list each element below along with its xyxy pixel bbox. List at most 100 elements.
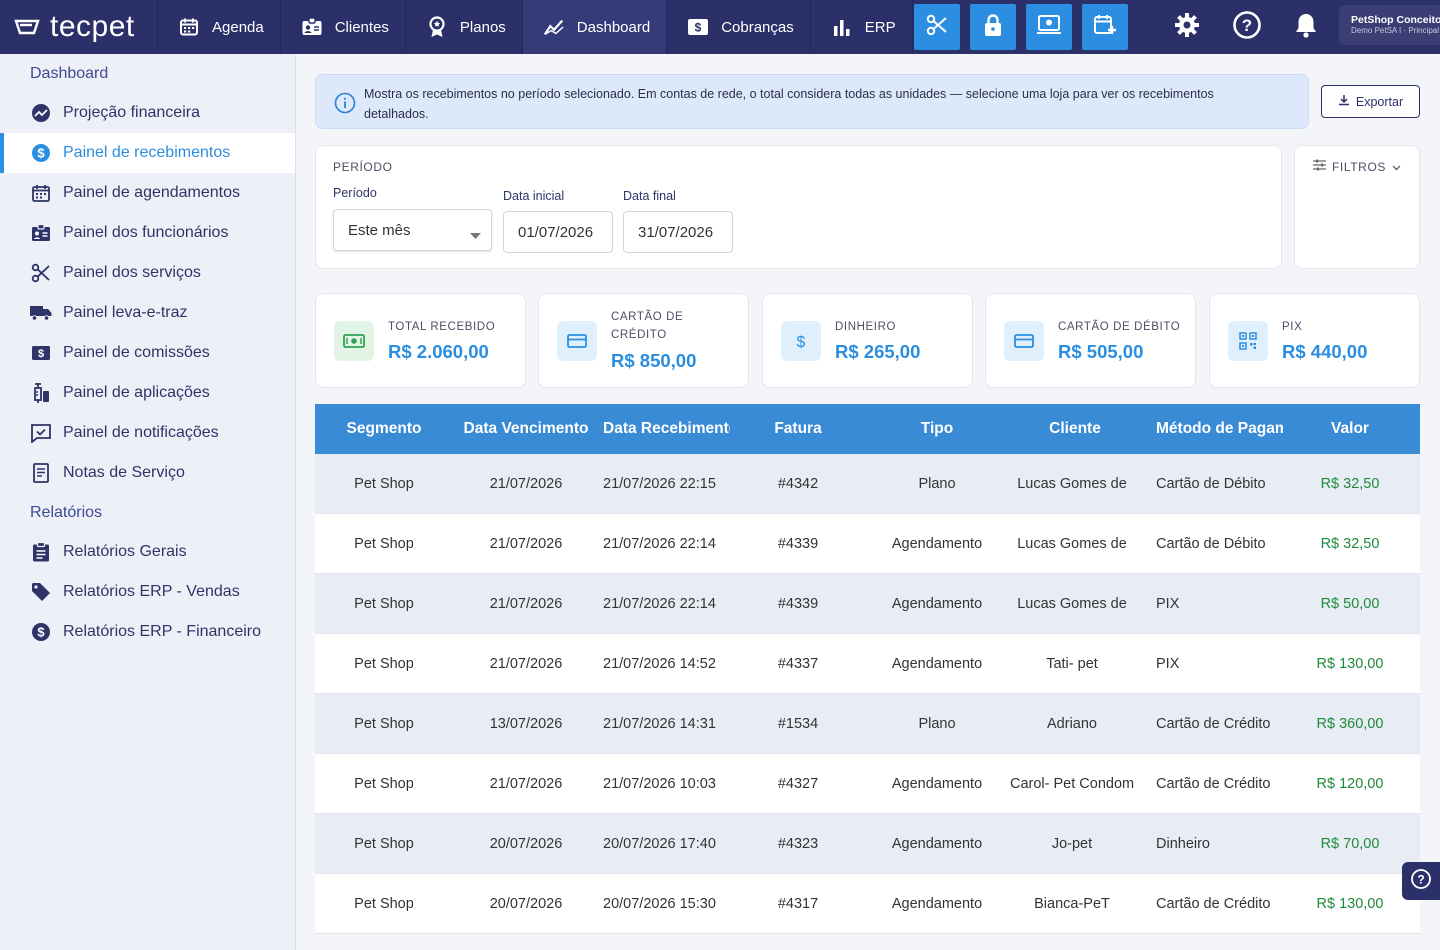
sidebar-item-painel-servicos[interactable]: Painel dos serviços xyxy=(0,253,295,293)
help-circle-icon: ? xyxy=(1232,10,1262,45)
svg-text:$: $ xyxy=(797,334,806,351)
nav-clientes[interactable]: Clientes xyxy=(281,0,406,54)
cell-valor: R$ 32,50 xyxy=(1320,536,1380,552)
sidebar-item-label: Projeção financeira xyxy=(63,104,200,121)
summary-card-credit: CARTÃO DE CRÉDITO R$ 850,00 xyxy=(538,293,749,388)
tecpet-logo-icon xyxy=(14,19,40,35)
help-widget-button[interactable]: ? xyxy=(1402,862,1440,900)
svg-text:$: $ xyxy=(37,625,45,640)
notifications-button[interactable] xyxy=(1290,11,1322,43)
sidebar-item-painel-funcionarios[interactable]: Painel dos funcionários xyxy=(0,213,295,253)
period-select[interactable]: Este mês xyxy=(333,209,492,251)
column-header-metodo-pagamento[interactable]: Método de Pagamento xyxy=(1156,420,1283,437)
summary-title: DINHEIRO xyxy=(835,321,897,333)
cell-tipo: Agendamento xyxy=(891,536,983,552)
chat-check-icon xyxy=(30,422,52,444)
sidebar-item-notas-servico[interactable]: Notas de Serviço xyxy=(0,453,295,493)
cell-valor: R$ 70,00 xyxy=(1320,836,1380,852)
nav-label: ERP xyxy=(864,18,896,36)
cell-fatura: #4339 xyxy=(777,536,819,552)
sidebar-item-relatorios-erp-financeiro[interactable]: $ Relatórios ERP - Financeiro xyxy=(0,612,295,652)
table-row[interactable]: Pet Shop 20/07/2026 20/07/2026 15:30 #4317 A… xyxy=(315,874,1420,934)
nav-dashboard[interactable]: Dashboard xyxy=(522,0,668,54)
column-header-valor[interactable]: Valor xyxy=(1331,420,1369,437)
table-row[interactable]: Pet Shop 20/07/2026 20/07/2026 17:40 #4323 A… xyxy=(315,814,1420,874)
table-row[interactable]: Pet Shop 21/07/2026 21/07/2026 10:03 #4327 A… xyxy=(315,754,1420,814)
nav-label: Clientes xyxy=(334,18,389,36)
quick-action-new-appointment[interactable] xyxy=(1082,4,1128,50)
column-header-data-recebimento[interactable]: Data Recebimento xyxy=(603,420,730,437)
sidebar-section-dashboard: Dashboard xyxy=(30,65,109,82)
cell-data-recebimento: 21/07/2026 10:03 xyxy=(603,776,716,792)
chevron-down-icon xyxy=(1392,158,1401,176)
cell-segmento: Pet Shop xyxy=(354,476,414,492)
cell-valor: R$ 50,00 xyxy=(1320,596,1380,612)
nav-cobrancas[interactable]: $ Cobranças xyxy=(667,0,811,54)
nav-planos[interactable]: Planos xyxy=(406,0,523,54)
sidebar-item-relatorios-erp-vendas[interactable]: Relatórios ERP - Vendas xyxy=(0,572,295,612)
table-row[interactable]: Pet Shop 21/07/2026 21/07/2026 14:52 #4337 A… xyxy=(315,634,1420,694)
period-panel: PERÍODO Período Este mês Data inicial 01… xyxy=(315,145,1282,269)
calendar-icon xyxy=(178,16,200,38)
sidebar-item-label: Notas de Serviço xyxy=(63,464,185,481)
column-header-data-vencimento[interactable]: Data Vencimento xyxy=(463,420,589,437)
cell-data-recebimento: 21/07/2026 22:14 xyxy=(603,536,716,552)
cell-segmento: Pet Shop xyxy=(354,716,414,732)
info-text: Mostra os recebimentos no período seleci… xyxy=(364,87,1214,121)
sidebar-item-painel-aplicacoes[interactable]: Painel de aplicações xyxy=(0,373,295,413)
cell-metodo-pagamento: Cartão de Débito xyxy=(1156,476,1266,492)
column-header-segmento[interactable]: Segmento xyxy=(346,420,422,437)
download-icon xyxy=(1338,94,1350,109)
quick-action-grooming[interactable] xyxy=(914,4,960,50)
brand-logo[interactable]: tecpet xyxy=(0,0,158,54)
help-button[interactable]: ? xyxy=(1231,10,1263,45)
account-switcher[interactable]: PetShop Conceito Demo PetSA I · Principa… xyxy=(1339,5,1440,45)
sidebar-item-relatorios-gerais[interactable]: Relatórios Gerais xyxy=(0,532,295,572)
table-row[interactable]: Pet Shop 21/07/2026 21/07/2026 22:15 #4342 P… xyxy=(315,454,1420,514)
column-header-cliente[interactable]: Cliente xyxy=(1049,420,1101,437)
truck-icon xyxy=(30,302,52,324)
calendar-icon xyxy=(30,182,52,204)
pos-terminal-icon xyxy=(1036,14,1062,41)
table-row[interactable]: Pet Shop 13/07/2026 21/07/2026 14:31 #1534 P… xyxy=(315,694,1420,754)
sidebar-item-painel-agendamentos[interactable]: Painel de agendamentos xyxy=(0,173,295,213)
cell-metodo-pagamento: Cartão de Débito xyxy=(1156,536,1266,552)
sidebar-item-projecao-financeira[interactable]: Projeção financeira xyxy=(0,93,295,133)
quick-action-lock[interactable] xyxy=(970,4,1016,50)
sidebar-item-painel-notificacoes[interactable]: Painel de notificações xyxy=(0,413,295,453)
cell-data-recebimento: 20/07/2026 17:40 xyxy=(603,836,716,852)
lock-icon xyxy=(983,13,1003,42)
summary-title: CARTÃO DE CRÉDITO xyxy=(611,311,684,341)
cell-cliente: Tati- pet xyxy=(1046,656,1098,672)
sliders-icon xyxy=(1313,158,1326,176)
export-button[interactable]: Exportar xyxy=(1321,85,1420,118)
quick-action-pos[interactable] xyxy=(1026,4,1072,50)
notification-bell-icon xyxy=(1293,11,1319,44)
sidebar-item-painel-comissoes[interactable]: $ Painel de comissões xyxy=(0,333,295,373)
sidebar-item-painel-leva-e-traz[interactable]: Painel leva-e-traz xyxy=(0,293,295,333)
table-row[interactable]: Pet Shop 21/07/2026 21/07/2026 22:14 #4339 A… xyxy=(315,574,1420,634)
cell-data-recebimento: 21/07/2026 22:15 xyxy=(603,476,716,492)
nav-agenda[interactable]: Agenda xyxy=(158,0,281,54)
sidebar-section-relatorios: Relatórios xyxy=(30,504,103,521)
syringe-icon xyxy=(30,382,52,404)
sidebar-item-painel-recebimentos[interactable]: $ Painel de recebimentos xyxy=(0,133,295,173)
cell-data-vencimento: 21/07/2026 xyxy=(489,476,563,492)
settings-button[interactable] xyxy=(1171,11,1203,43)
summary-value: R$ 505,00 xyxy=(1058,341,1144,362)
nav-erp[interactable]: ERP xyxy=(811,0,913,54)
account-name: PetShop Conceito xyxy=(1351,14,1440,26)
table-row[interactable]: Pet Shop 21/07/2026 21/07/2026 22:14 #4339 A… xyxy=(315,514,1420,574)
svg-text:$: $ xyxy=(38,348,44,360)
cell-cliente: Bianca-PeT xyxy=(1034,896,1110,912)
column-header-fatura[interactable]: Fatura xyxy=(774,420,822,437)
filters-toggle[interactable]: FILTROS xyxy=(1313,158,1401,176)
column-header-tipo[interactable]: Tipo xyxy=(920,420,954,437)
start-date-input[interactable]: 01/07/2026 xyxy=(503,211,613,253)
cell-valor: R$ 360,00 xyxy=(1316,716,1384,732)
cell-data-vencimento: 21/07/2026 xyxy=(489,536,563,552)
cell-cliente: Carol- Pet Condomínio xyxy=(1010,776,1134,792)
export-label: Exportar xyxy=(1355,94,1404,109)
end-date-input[interactable]: 31/07/2026 xyxy=(623,211,733,253)
table-header: Segmento Data Vencimento Data Recebiment… xyxy=(315,404,1420,454)
